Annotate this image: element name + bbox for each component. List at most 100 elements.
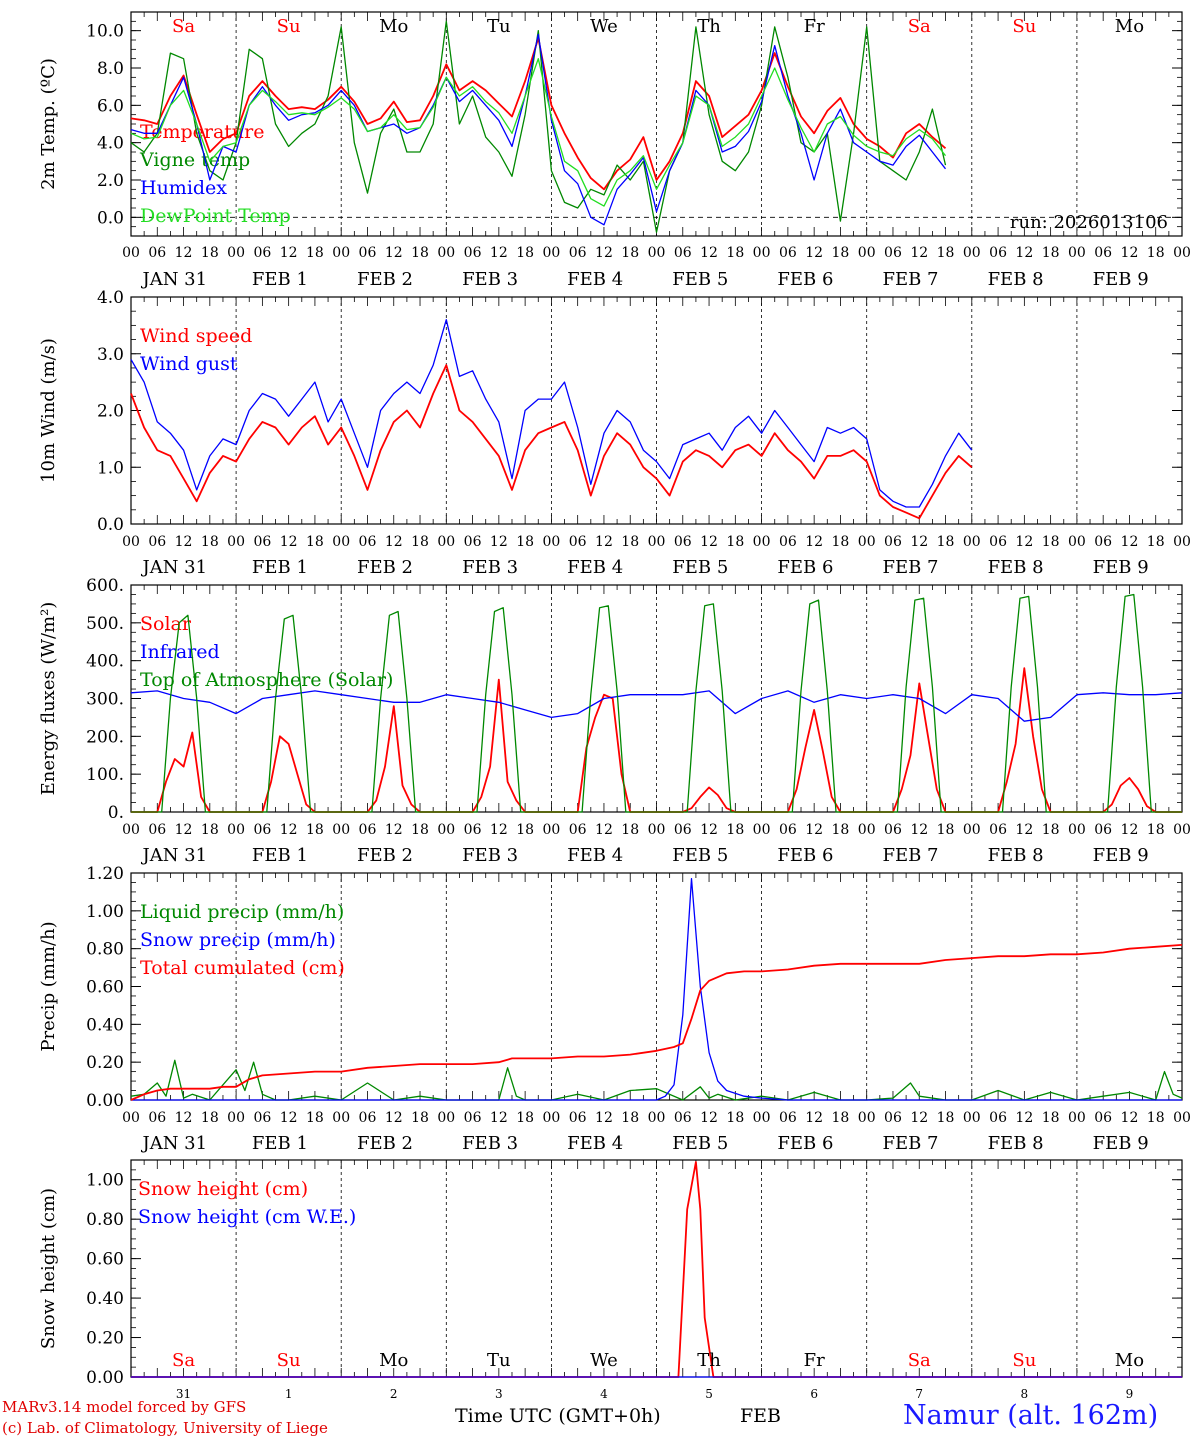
snow-legend-blue: Snow height (cm W.E.)	[138, 1206, 356, 1228]
precip-hour-label: 00	[542, 1110, 560, 1126]
precip-hour-label: 00	[332, 1110, 350, 1126]
energy-hour-label: 12	[910, 822, 928, 838]
model-credit: MARv3.14 model forced by GFS	[2, 1398, 247, 1416]
energy-hour-label: 00	[122, 822, 140, 838]
wind-hour-label: 00	[1173, 534, 1191, 550]
wind-hour-label: 18	[306, 534, 324, 550]
temp-hour-label: 00	[648, 245, 666, 261]
wind-hour-label: 00	[122, 534, 140, 550]
energy-hour-label: 18	[411, 822, 429, 838]
precip-series-blue	[131, 878, 1182, 1101]
temp-hour-label: 00	[122, 245, 140, 261]
temp-hour-label: 18	[516, 245, 534, 261]
precip-hour-label: 12	[700, 1110, 718, 1126]
date-number-label: 8	[1021, 1387, 1029, 1401]
wind-day-label: FEB 7	[882, 557, 938, 578]
wind-legend-red: Wind speed	[140, 325, 252, 347]
energy-legend-blue: Infrared	[140, 641, 220, 663]
precip-hour-label: 18	[1147, 1110, 1165, 1126]
precip-hour-label: 00	[858, 1110, 876, 1126]
energy-day-label: FEB 6	[777, 845, 833, 866]
temp-day-label: FEB 7	[882, 269, 938, 290]
wind-hour-label: 12	[700, 534, 718, 550]
wind-hour-label: 12	[385, 534, 403, 550]
temp-day-label: FEB 5	[672, 269, 728, 290]
precip-hour-label: 00	[753, 1110, 771, 1126]
temp-hour-label: 18	[411, 245, 429, 261]
temp-hour-label: 06	[1094, 245, 1112, 261]
wind-hour-label: 12	[490, 534, 508, 550]
weekday-bottom-label: Mo	[1115, 1350, 1144, 1371]
wind-hour-label: 06	[464, 534, 482, 550]
energy-hour-label: 18	[726, 822, 744, 838]
weekday-top-label: Su	[277, 16, 301, 37]
date-number-label: 1	[285, 1387, 293, 1401]
wind-hour-label: 18	[621, 534, 639, 550]
weekday-bottom-label: Su	[277, 1350, 301, 1371]
wind-hour-label: 18	[832, 534, 850, 550]
wind-hour-label: 00	[542, 534, 560, 550]
date-number-label: 9	[1126, 1387, 1134, 1401]
temp-day-label: FEB 6	[777, 269, 833, 290]
wind-hour-label: 18	[201, 534, 219, 550]
energy-ytick-label: 200.	[86, 727, 124, 747]
precip-hour-label: 06	[464, 1110, 482, 1126]
energy-hour-label: 18	[1042, 822, 1060, 838]
energy-day-label: FEB 1	[252, 845, 308, 866]
temp-hour-label: 00	[753, 245, 771, 261]
wind-ytick-label: 3.0	[97, 345, 124, 365]
precip-hour-label: 18	[621, 1110, 639, 1126]
wind-day-label: FEB 6	[777, 557, 833, 578]
wind-day-label: JAN 31	[140, 557, 207, 578]
precip-ytick-label: 0.00	[86, 1091, 124, 1111]
temp-ytick-label: 6.0	[97, 96, 124, 116]
temp-hour-label: 00	[227, 245, 245, 261]
energy-hour-label: 12	[385, 822, 403, 838]
energy-hour-label: 00	[542, 822, 560, 838]
wind-day-label: FEB 4	[567, 557, 623, 578]
energy-hour-label: 06	[1094, 822, 1112, 838]
wind-hour-label: 06	[569, 534, 587, 550]
wind-hour-label: 00	[1068, 534, 1086, 550]
station-name: Namur (alt. 162m)	[903, 1400, 1159, 1431]
temp-ytick-label: 2.0	[97, 171, 124, 191]
precip-hour-label: 18	[1042, 1110, 1060, 1126]
lab-credit: (c) Lab. of Climatology, University of L…	[2, 1419, 328, 1437]
energy-hour-label: 12	[1121, 822, 1139, 838]
energy-hour-label: 00	[963, 822, 981, 838]
temp-hour-label: 12	[280, 245, 298, 261]
wind-hour-label: 18	[1147, 534, 1165, 550]
energy-legend-green: Top of Atmosphere (Solar)	[140, 669, 393, 691]
energy-day-label: FEB 2	[357, 845, 413, 866]
weekday-bottom-label: Fr	[804, 1350, 825, 1371]
snow-legend-red: Snow height (cm)	[138, 1178, 308, 1200]
precip-hour-label: 00	[227, 1110, 245, 1126]
precip-day-label: FEB 5	[672, 1133, 728, 1154]
energy-hour-label: 18	[832, 822, 850, 838]
precip-hour-label: 06	[359, 1110, 377, 1126]
wind-ytick-label: 4.0	[97, 288, 124, 308]
precip-hour-label: 06	[989, 1110, 1007, 1126]
x-axis-title: Time UTC (GMT+0h)	[455, 1405, 661, 1427]
precip-day-label: FEB 8	[988, 1133, 1044, 1154]
wind-hour-label: 06	[359, 534, 377, 550]
energy-hour-label: 00	[227, 822, 245, 838]
temp-ytick-label: 0.0	[97, 208, 124, 228]
date-number-label: 5	[705, 1387, 713, 1401]
energy-hour-label: 00	[1068, 822, 1086, 838]
precip-legend-green: Liquid precip (mm/h)	[140, 901, 344, 923]
precip-ytick-label: 1.00	[86, 902, 124, 922]
wind-hour-label: 12	[595, 534, 613, 550]
temp-day-label: FEB 1	[252, 269, 308, 290]
wind-hour-label: 18	[937, 534, 955, 550]
precip-hour-label: 18	[411, 1110, 429, 1126]
temp-hour-label: 12	[595, 245, 613, 261]
wind-hour-label: 18	[1042, 534, 1060, 550]
weekday-top-label: Sa	[172, 16, 195, 37]
temp-day-label: JAN 31	[140, 269, 207, 290]
energy-series-blue	[130, 690, 1183, 722]
wind-ytick-label: 2.0	[97, 402, 124, 422]
energy-hour-label: 06	[253, 822, 271, 838]
temp-hour-label: 12	[910, 245, 928, 261]
